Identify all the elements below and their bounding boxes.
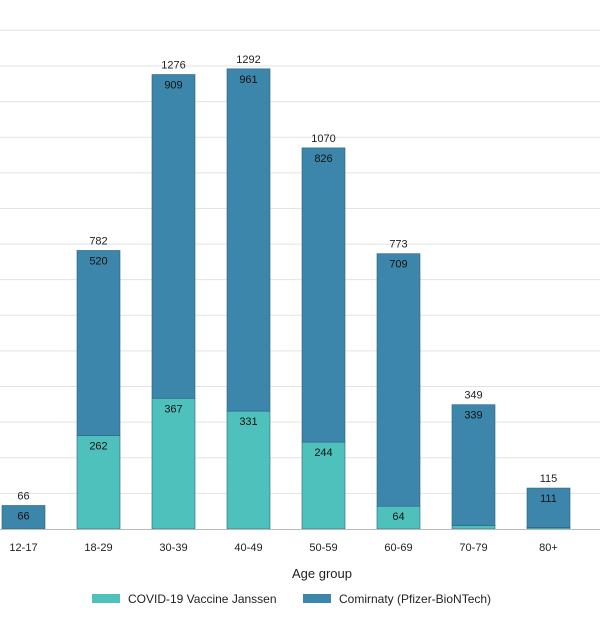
legend-label: COVID-19 Vaccine Janssen <box>128 592 277 606</box>
x-tick-label: 70-79 <box>459 542 487 554</box>
segment-value-label: 64 <box>392 511 404 523</box>
segment-value-label: 262 <box>89 441 107 453</box>
x-tick-label: 12-17 <box>9 542 37 554</box>
bar-segment-janssen <box>76 435 121 530</box>
x-tick-label: 60-69 <box>384 542 412 554</box>
bar-total-label: 1292 <box>236 54 260 66</box>
bar-total-label: 782 <box>89 235 107 247</box>
x-tick-label: 40-49 <box>234 542 262 554</box>
bar-segment-janssen <box>451 525 496 530</box>
x-tick-label: 30-39 <box>159 542 187 554</box>
legend-item: COVID-19 Vaccine Janssen <box>92 592 277 606</box>
segment-value-label: 961 <box>239 74 257 86</box>
x-tick-label: 18-29 <box>84 542 112 554</box>
bar-total-label: 1070 <box>311 133 335 145</box>
bar-segment-janssen <box>301 441 346 530</box>
bar-segment-comirnaty <box>526 487 571 528</box>
segment-value-label: 66 <box>17 510 29 522</box>
legend-swatch <box>303 594 331 603</box>
x-tick-label: 50-59 <box>309 542 337 554</box>
segment-value-label: 826 <box>314 153 332 165</box>
bar-total-label: 115 <box>540 473 558 485</box>
bar-segment-comirnaty <box>301 147 346 443</box>
segment-value-label: 339 <box>464 410 482 422</box>
x-axis-title: Age group <box>292 566 352 581</box>
bar-total-label: 66 <box>17 490 29 502</box>
legend-swatch <box>92 594 120 603</box>
bar-segment-comirnaty <box>151 74 196 399</box>
bar-segment-comirnaty <box>376 253 421 507</box>
bars <box>1 68 571 530</box>
bar-labels: 66 66 262 520 782 367 909 1276 331 961 1292 244 826 1… <box>17 54 557 523</box>
x-tick-label: 80+ <box>539 542 558 554</box>
legend-item: Comirnaty (Pfizer-BioNTech) <box>303 592 491 606</box>
segment-value-label: 909 <box>164 80 182 92</box>
bar-total-label: 349 <box>464 390 482 402</box>
segment-value-label: 367 <box>164 403 182 415</box>
bar-segment-janssen <box>226 410 271 530</box>
legend: COVID-19 Vaccine Janssen Comirnaty (Pfize… <box>92 592 491 606</box>
bar-segment-janssen <box>151 397 196 530</box>
bar-total-label: 773 <box>389 239 407 251</box>
bar-segment-comirnaty <box>451 404 496 526</box>
segment-value-label: 331 <box>239 416 257 428</box>
segment-value-label: 520 <box>89 255 107 267</box>
bar-total-label: 1276 <box>161 60 185 72</box>
segment-value-label: 244 <box>314 447 332 459</box>
bar-segment-comirnaty <box>226 68 271 412</box>
segment-value-label: 111 <box>540 493 557 505</box>
legend-label: Comirnaty (Pfizer-BioNTech) <box>339 592 491 606</box>
bar-segment-comirnaty <box>76 250 121 436</box>
segment-value-label: 709 <box>389 259 407 271</box>
